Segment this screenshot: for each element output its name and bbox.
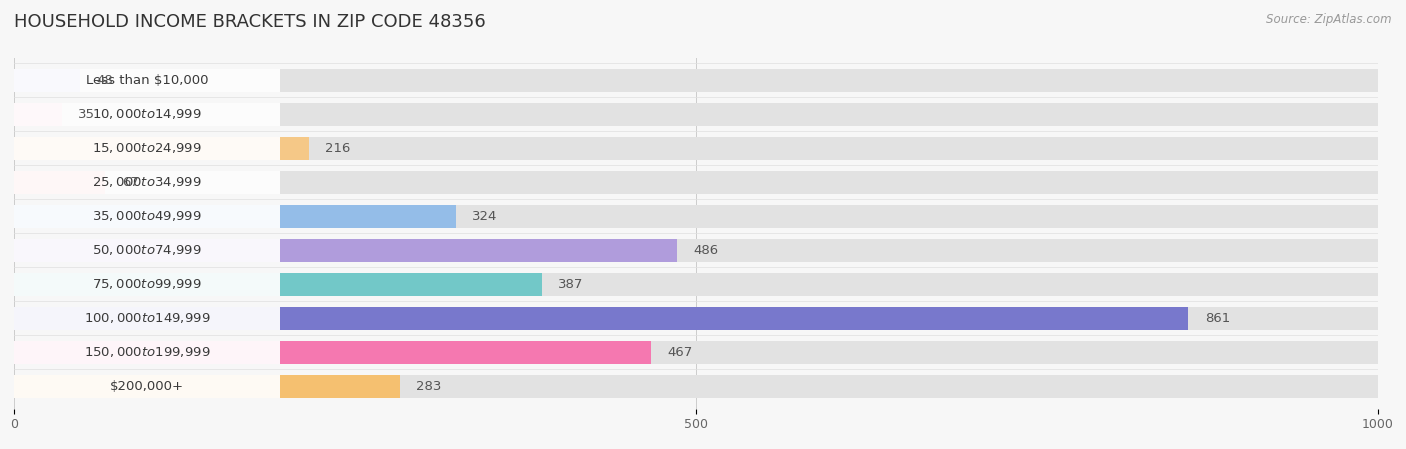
Text: 48: 48 (96, 74, 112, 87)
Bar (14, 239, 1378, 261)
Bar (14, 273, 541, 295)
Text: Source: ZipAtlas.com: Source: ZipAtlas.com (1267, 13, 1392, 26)
Bar (14, 206, 280, 228)
Bar (14, 137, 280, 159)
Bar (14, 70, 80, 92)
Bar (14, 172, 105, 194)
Text: 486: 486 (693, 244, 718, 257)
Text: HOUSEHOLD INCOME BRACKETS IN ZIP CODE 48356: HOUSEHOLD INCOME BRACKETS IN ZIP CODE 48… (14, 13, 486, 31)
Bar (14, 375, 280, 397)
Bar (14, 375, 401, 397)
Text: $150,000 to $199,999: $150,000 to $199,999 (84, 345, 211, 360)
Bar (14, 375, 1378, 397)
Bar (14, 341, 280, 364)
Text: $15,000 to $24,999: $15,000 to $24,999 (93, 141, 202, 155)
Bar (14, 172, 1378, 194)
Text: 387: 387 (558, 278, 583, 291)
Text: 324: 324 (472, 210, 498, 223)
Bar (14, 103, 280, 126)
Bar (14, 206, 456, 228)
Bar (14, 103, 62, 126)
Text: $75,000 to $99,999: $75,000 to $99,999 (93, 277, 202, 291)
Text: $200,000+: $200,000+ (110, 380, 184, 393)
Bar (14, 308, 1378, 330)
Text: $25,000 to $34,999: $25,000 to $34,999 (93, 176, 202, 189)
Text: 283: 283 (416, 380, 441, 393)
Text: 35: 35 (79, 108, 96, 121)
Bar (14, 239, 280, 261)
Bar (14, 273, 280, 295)
Text: 216: 216 (325, 142, 350, 155)
Text: $35,000 to $49,999: $35,000 to $49,999 (93, 210, 202, 224)
Bar (14, 137, 1378, 159)
Text: Less than $10,000: Less than $10,000 (86, 74, 208, 87)
Text: 861: 861 (1205, 312, 1230, 325)
Text: 467: 467 (668, 346, 693, 359)
Bar (14, 103, 1378, 126)
Bar (14, 239, 676, 261)
Bar (14, 308, 280, 330)
Bar (14, 273, 1378, 295)
Text: $100,000 to $149,999: $100,000 to $149,999 (84, 312, 211, 326)
Text: $10,000 to $14,999: $10,000 to $14,999 (93, 107, 202, 122)
Bar (14, 341, 1378, 364)
Bar (14, 206, 1378, 228)
Bar (14, 308, 1188, 330)
Bar (14, 172, 280, 194)
Bar (14, 70, 1378, 92)
Bar (14, 341, 651, 364)
Text: 67: 67 (122, 176, 139, 189)
Bar (14, 137, 309, 159)
Text: $50,000 to $74,999: $50,000 to $74,999 (93, 243, 202, 257)
Bar (14, 70, 280, 92)
